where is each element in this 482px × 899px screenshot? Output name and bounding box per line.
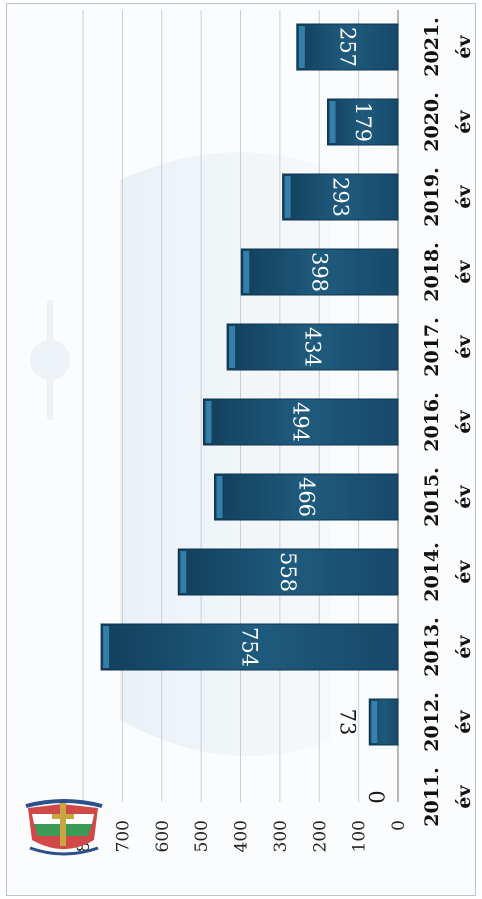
tick-label: 400: [232, 820, 252, 852]
bar: [100, 623, 399, 671]
category-label: 2020.: [421, 92, 443, 152]
category-suffix: év: [453, 109, 475, 133]
category-label: 2011.: [421, 767, 443, 827]
data-label: 257: [335, 27, 359, 67]
data-label: 754: [238, 627, 262, 667]
category-label: 2018.: [421, 242, 443, 302]
category-label: 2015.: [421, 467, 443, 527]
bar-highlight: [371, 701, 378, 743]
category-label: 2014.: [421, 542, 443, 602]
category-label: 2021.: [421, 17, 443, 77]
bar-highlight: [298, 26, 305, 68]
tick-label: 700: [113, 820, 133, 852]
tick-label: 100: [350, 820, 370, 852]
tick-label: 200: [310, 820, 330, 852]
bar: [177, 548, 399, 596]
bar-highlight: [205, 401, 212, 443]
category-suffix: év: [453, 409, 475, 433]
data-label: 434: [301, 327, 325, 367]
category-suffix: év: [453, 784, 475, 808]
category-suffix: év: [453, 484, 475, 508]
data-label: 466: [294, 477, 318, 517]
data-label: 494: [289, 402, 313, 442]
category-label: 2016.: [421, 392, 443, 452]
category-suffix: év: [453, 709, 475, 733]
bar: [202, 398, 399, 446]
tick-label: 600: [153, 820, 173, 852]
bar-highlight: [229, 326, 236, 368]
data-label: 0: [364, 790, 388, 803]
data-label: 293: [328, 177, 352, 217]
bar: [226, 323, 399, 371]
bar-highlight: [103, 626, 110, 668]
data-label: 558: [276, 552, 300, 592]
category-suffix: év: [453, 34, 475, 58]
category-suffix: év: [453, 259, 475, 283]
category-label: 2017.: [421, 317, 443, 377]
category-label: 2019.: [421, 167, 443, 227]
tick-label: 0: [389, 820, 409, 831]
category-label: 2013.: [421, 617, 443, 677]
bar: [214, 473, 399, 521]
tick-label: 500: [192, 820, 212, 852]
background-watermark: [30, 152, 330, 756]
category-labels: 2011. év 2012. év 2013. év 2014. év 2015. év 2016.…: [421, 17, 475, 827]
bar: [282, 173, 399, 221]
bar: [240, 248, 399, 296]
category-suffix: év: [453, 559, 475, 583]
category-suffix: év: [453, 184, 475, 208]
category-suffix: év: [453, 634, 475, 658]
bar-highlight: [180, 551, 187, 593]
category-suffix: év: [453, 334, 475, 358]
data-label: 398: [308, 252, 332, 292]
bar-highlight: [216, 476, 223, 518]
bar-highlight: [329, 101, 336, 143]
bars: 0 73 754 558 466 494 434 398 293 179 257: [100, 23, 399, 804]
data-label: 179: [351, 102, 375, 142]
bar: [327, 98, 399, 146]
bar: [296, 23, 399, 71]
data-label: 73: [335, 709, 359, 736]
tick-label: 300: [271, 820, 291, 852]
bar-highlight: [243, 251, 250, 293]
bar-highlight: [284, 176, 291, 218]
category-label: 2012.: [421, 692, 443, 752]
value-axis: 0100200300400500600700800: [74, 820, 409, 852]
emblem-logo: [25, 799, 103, 856]
